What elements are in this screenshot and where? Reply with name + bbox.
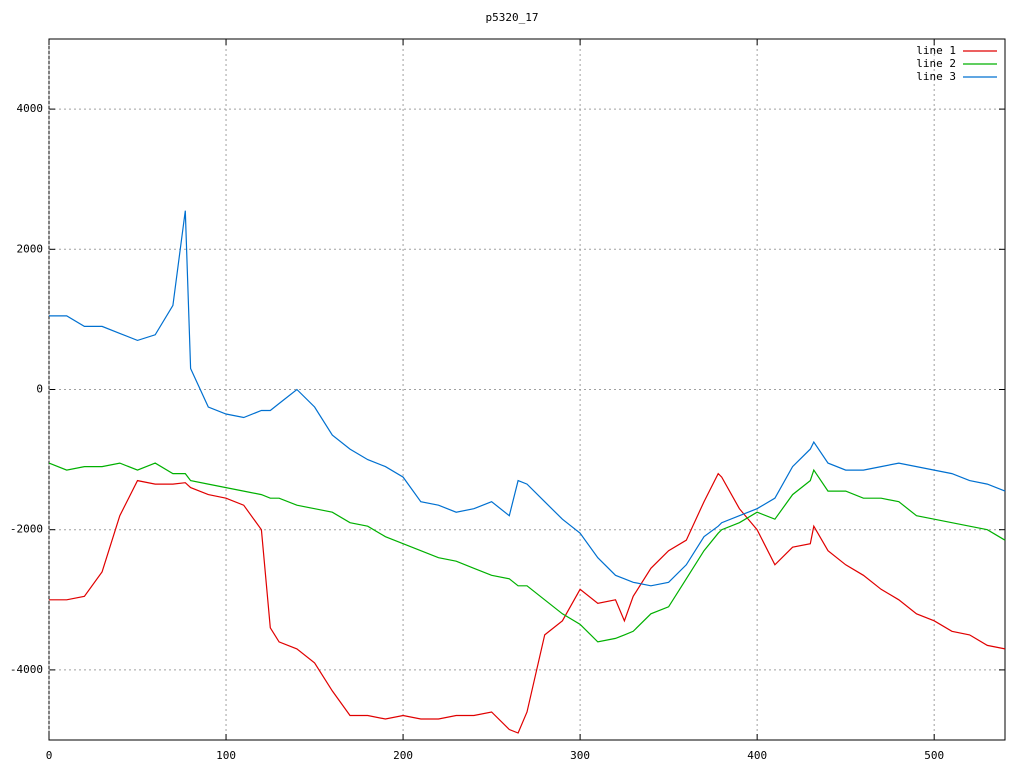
x-tick-label: 400 — [747, 749, 767, 762]
x-tick-label: 500 — [924, 749, 944, 762]
legend-label: line 1 — [916, 44, 956, 57]
plot-frame — [48, 38, 1006, 741]
y-tick-label: 0 — [36, 383, 43, 396]
series-line — [49, 472, 1006, 734]
series-line — [48, 462, 1006, 643]
legend-label: line 2 — [916, 57, 956, 70]
y-tick-label: 2000 — [17, 242, 44, 255]
x-tick-label: 0 — [46, 749, 53, 762]
x-tick-label: 200 — [393, 749, 413, 762]
y-tick-label: 4000 — [17, 102, 44, 115]
x-tick-label: 100 — [216, 749, 236, 762]
x-tick-label: 300 — [570, 749, 590, 762]
y-tick-label: -2000 — [10, 523, 43, 536]
series-line — [49, 210, 1006, 587]
y-tick-label: -4000 — [10, 663, 43, 676]
chart-title: p5320_17 — [486, 11, 539, 24]
legend-label: line 3 — [916, 70, 956, 83]
